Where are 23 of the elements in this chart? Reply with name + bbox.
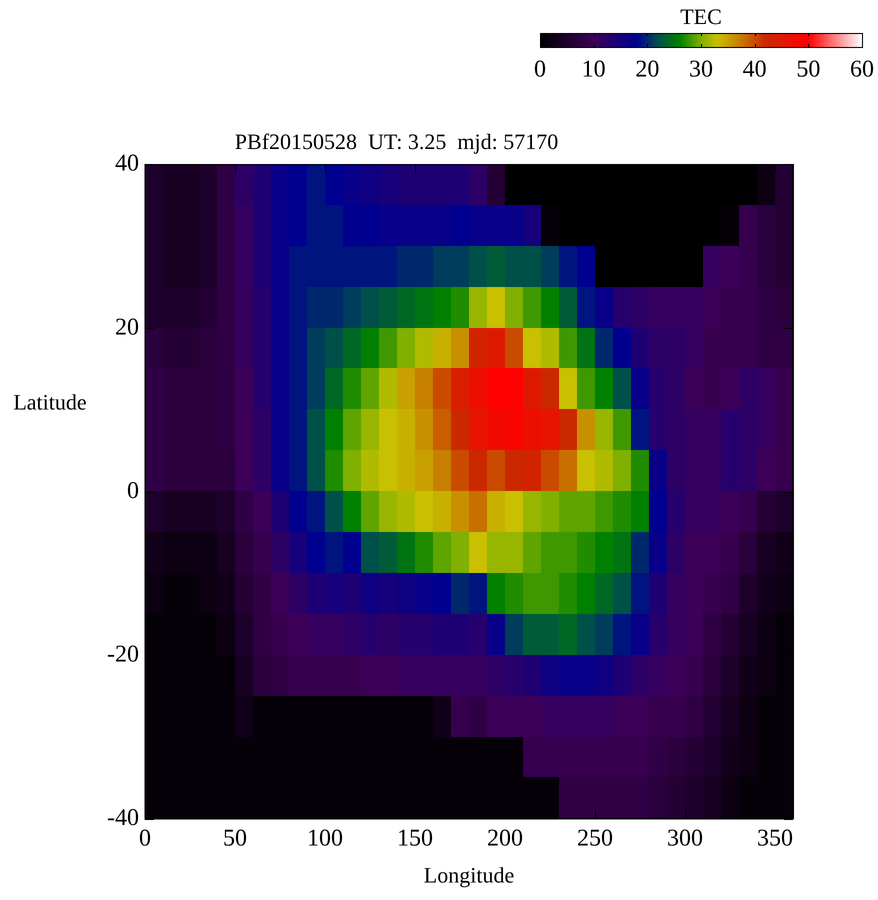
color-bar-label: 0	[534, 56, 546, 82]
y-tick-label: -20	[107, 641, 139, 668]
chart-title: PBf20150528 UT: 3.25 mjd: 57170	[234, 128, 558, 154]
y-axis-title: Latitude	[13, 389, 87, 414]
x-axis-title: Longitude	[424, 862, 514, 888]
y-tick-label: 0	[127, 478, 139, 504]
color-bar-label: 10	[582, 56, 606, 82]
x-tick-label: 200	[487, 825, 523, 852]
color-bar-label: 20	[635, 56, 660, 82]
x-tick-label: 150	[397, 825, 433, 852]
y-tick-label: 40	[115, 150, 139, 177]
x-tick-label: 100	[307, 825, 343, 852]
color-bar-label: 30	[689, 56, 713, 82]
x-tick-label: 50	[223, 825, 247, 852]
color-bar-label: 50	[796, 56, 820, 82]
x-tick-label: 300	[667, 825, 703, 852]
color-bar-label: 40	[742, 56, 767, 82]
x-tick-label: 250	[577, 825, 613, 852]
color-bar-label: 60	[850, 56, 874, 82]
x-tick-label: 350	[757, 825, 793, 852]
y-tick-label: -40	[107, 805, 139, 832]
y-tick-label: 20	[115, 314, 139, 340]
color-bar-title: TEC	[680, 4, 722, 29]
